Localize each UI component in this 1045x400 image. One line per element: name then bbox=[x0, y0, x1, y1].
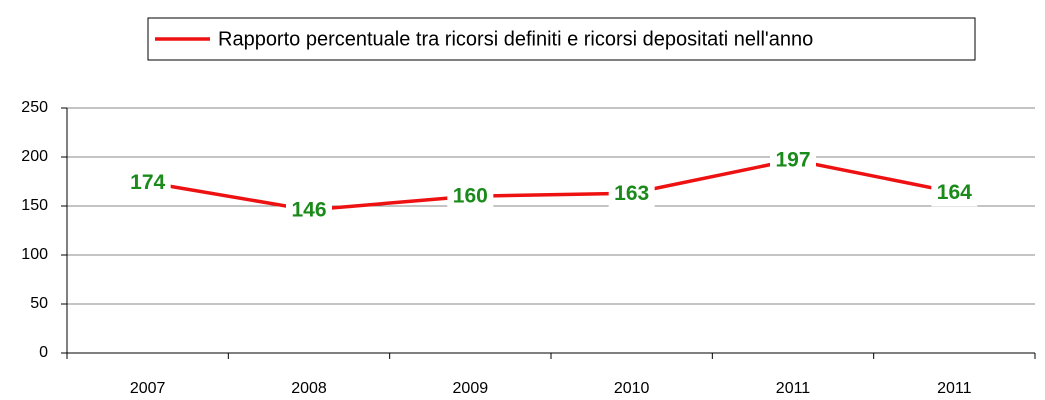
x-tick-label: 2009 bbox=[453, 380, 489, 397]
y-tick-label: 100 bbox=[21, 246, 48, 263]
data-label: 160 bbox=[453, 185, 488, 208]
y-tick-label: 50 bbox=[30, 295, 48, 312]
data-label-bg bbox=[286, 195, 332, 224]
x-tick-label: 2010 bbox=[614, 380, 650, 397]
y-tick-label: 250 bbox=[21, 99, 48, 116]
legend-box bbox=[147, 17, 976, 61]
data-label: 146 bbox=[291, 198, 326, 221]
data-label-bg bbox=[770, 145, 816, 174]
data-label: 164 bbox=[937, 181, 972, 204]
data-line bbox=[147, 158, 955, 212]
legend-label: Rapporto percentuale tra ricorsi definit… bbox=[218, 28, 813, 50]
data-label-bg bbox=[447, 182, 494, 211]
x-tick-label: 2011 bbox=[937, 380, 972, 397]
data-label-bg bbox=[931, 178, 978, 207]
data-label: 163 bbox=[614, 182, 649, 205]
x-tick-label: 2011 bbox=[776, 380, 811, 397]
data-label-bg bbox=[124, 168, 171, 197]
y-tick-label: 200 bbox=[21, 148, 48, 165]
y-tick-label: 150 bbox=[21, 197, 48, 214]
data-label: 197 bbox=[775, 148, 810, 171]
x-tick-label: 2007 bbox=[130, 380, 166, 397]
data-label-bg bbox=[608, 179, 655, 208]
y-tick-label: 0 bbox=[39, 344, 48, 361]
x-tick-label: 2008 bbox=[291, 380, 327, 397]
data-label: 174 bbox=[130, 171, 165, 194]
